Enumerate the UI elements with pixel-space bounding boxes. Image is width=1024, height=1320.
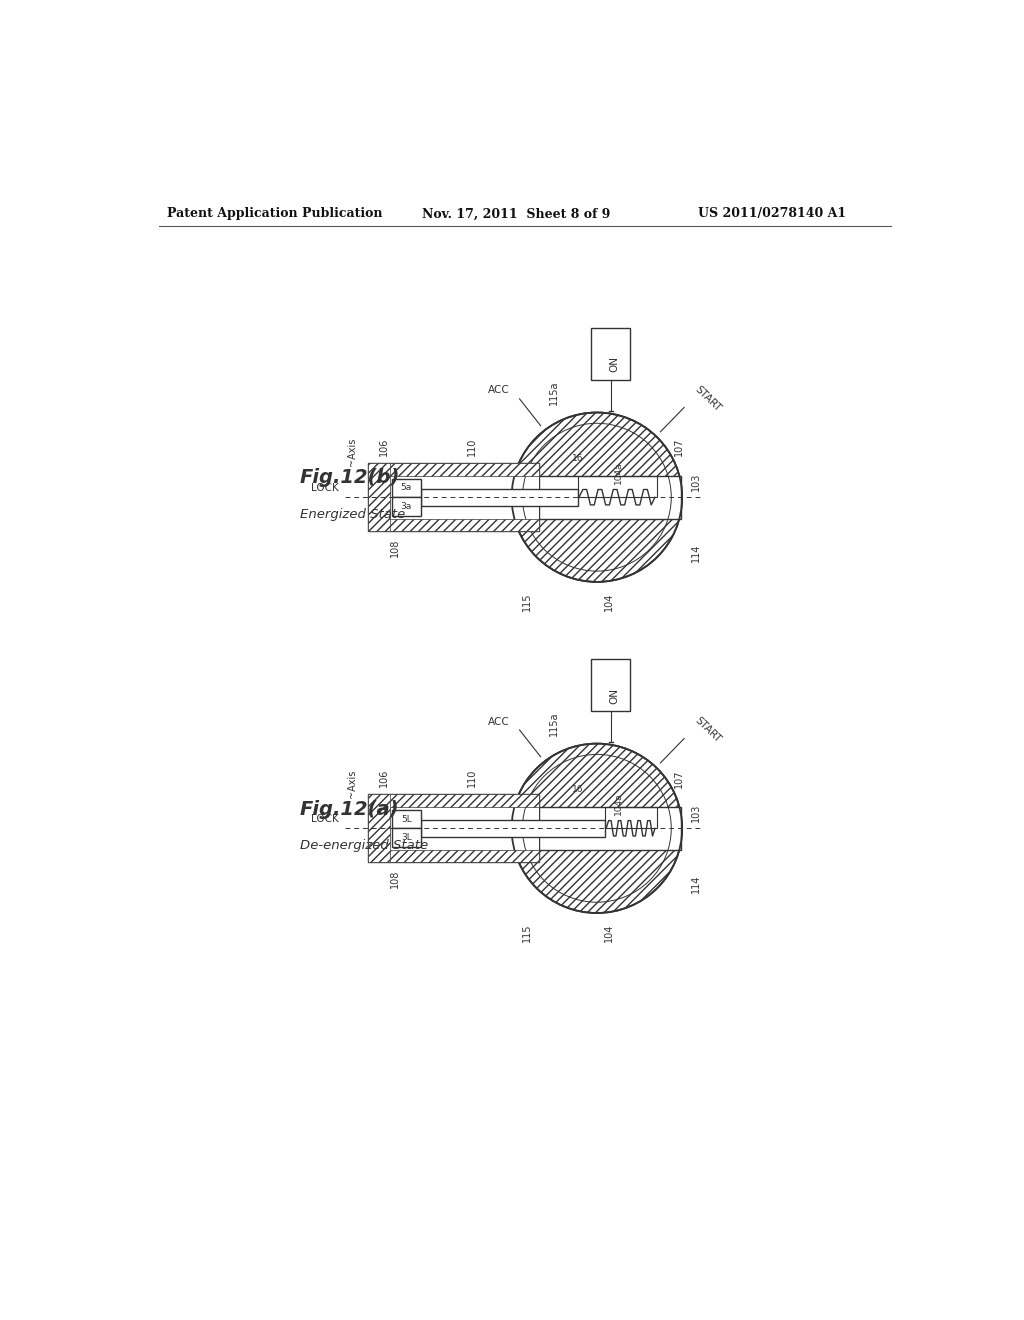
- Bar: [369, 795, 539, 862]
- Bar: [369, 519, 539, 531]
- Text: 107: 107: [675, 438, 684, 457]
- Circle shape: [512, 743, 682, 913]
- Text: 104: 104: [603, 593, 613, 611]
- Bar: [592, 659, 630, 711]
- Text: 115a: 115a: [549, 380, 559, 405]
- Text: 106: 106: [379, 768, 389, 787]
- Bar: [369, 463, 390, 531]
- Bar: [421, 820, 604, 837]
- Text: 5L: 5L: [400, 814, 412, 824]
- Text: 108: 108: [390, 870, 400, 888]
- Bar: [390, 475, 539, 519]
- Text: ACC: ACC: [488, 385, 510, 396]
- Text: ON: ON: [609, 356, 618, 372]
- Text: De-energized State: De-energized State: [300, 838, 428, 851]
- Text: Fig.12(b): Fig.12(b): [300, 469, 400, 487]
- Bar: [604, 807, 656, 829]
- Text: ON: ON: [609, 688, 618, 704]
- Bar: [369, 850, 539, 862]
- Text: Nov. 17, 2011  Sheet 8 of 9: Nov. 17, 2011 Sheet 8 of 9: [423, 207, 611, 220]
- Text: START: START: [692, 715, 723, 744]
- Bar: [421, 488, 578, 506]
- Text: 115: 115: [522, 924, 532, 942]
- Bar: [369, 463, 539, 531]
- Circle shape: [512, 412, 682, 582]
- Bar: [391, 810, 421, 829]
- Bar: [513, 475, 681, 519]
- Text: 110: 110: [467, 768, 477, 787]
- Text: 16: 16: [571, 785, 584, 795]
- Text: Energized State: Energized State: [300, 508, 406, 520]
- Text: 115: 115: [522, 593, 532, 611]
- Text: LOCK: LOCK: [311, 483, 339, 492]
- Bar: [578, 475, 656, 498]
- Text: 3a: 3a: [400, 502, 412, 511]
- Text: 103: 103: [691, 473, 701, 491]
- Text: 108: 108: [390, 539, 400, 557]
- Text: 106: 106: [379, 437, 389, 455]
- Text: ~Axis: ~Axis: [347, 770, 357, 797]
- Bar: [369, 795, 539, 807]
- Text: 5a: 5a: [400, 483, 412, 492]
- Bar: [391, 479, 421, 498]
- Text: LOCK: LOCK: [311, 814, 339, 824]
- Bar: [369, 795, 390, 862]
- Bar: [513, 807, 681, 850]
- Text: 16: 16: [571, 454, 584, 463]
- Text: 114: 114: [691, 875, 701, 892]
- Text: Fig.12(a): Fig.12(a): [300, 800, 399, 818]
- Text: 104a: 104a: [614, 792, 623, 814]
- Text: 107: 107: [675, 770, 684, 788]
- Text: START: START: [692, 384, 723, 413]
- Text: 104a: 104a: [614, 461, 623, 484]
- Bar: [592, 327, 630, 380]
- Text: US 2011/0278140 A1: US 2011/0278140 A1: [697, 207, 846, 220]
- Text: Patent Application Publication: Patent Application Publication: [167, 207, 382, 220]
- Text: ACC: ACC: [488, 717, 510, 726]
- Text: 110: 110: [467, 437, 477, 455]
- Text: 104: 104: [603, 924, 613, 942]
- Bar: [391, 829, 421, 847]
- Text: ~Axis: ~Axis: [347, 438, 357, 466]
- Bar: [369, 463, 539, 475]
- Bar: [391, 498, 421, 516]
- Text: 114: 114: [691, 544, 701, 562]
- Text: 3L: 3L: [400, 833, 412, 842]
- Bar: [390, 807, 539, 850]
- Text: 115a: 115a: [549, 711, 559, 737]
- Text: 103: 103: [691, 804, 701, 822]
